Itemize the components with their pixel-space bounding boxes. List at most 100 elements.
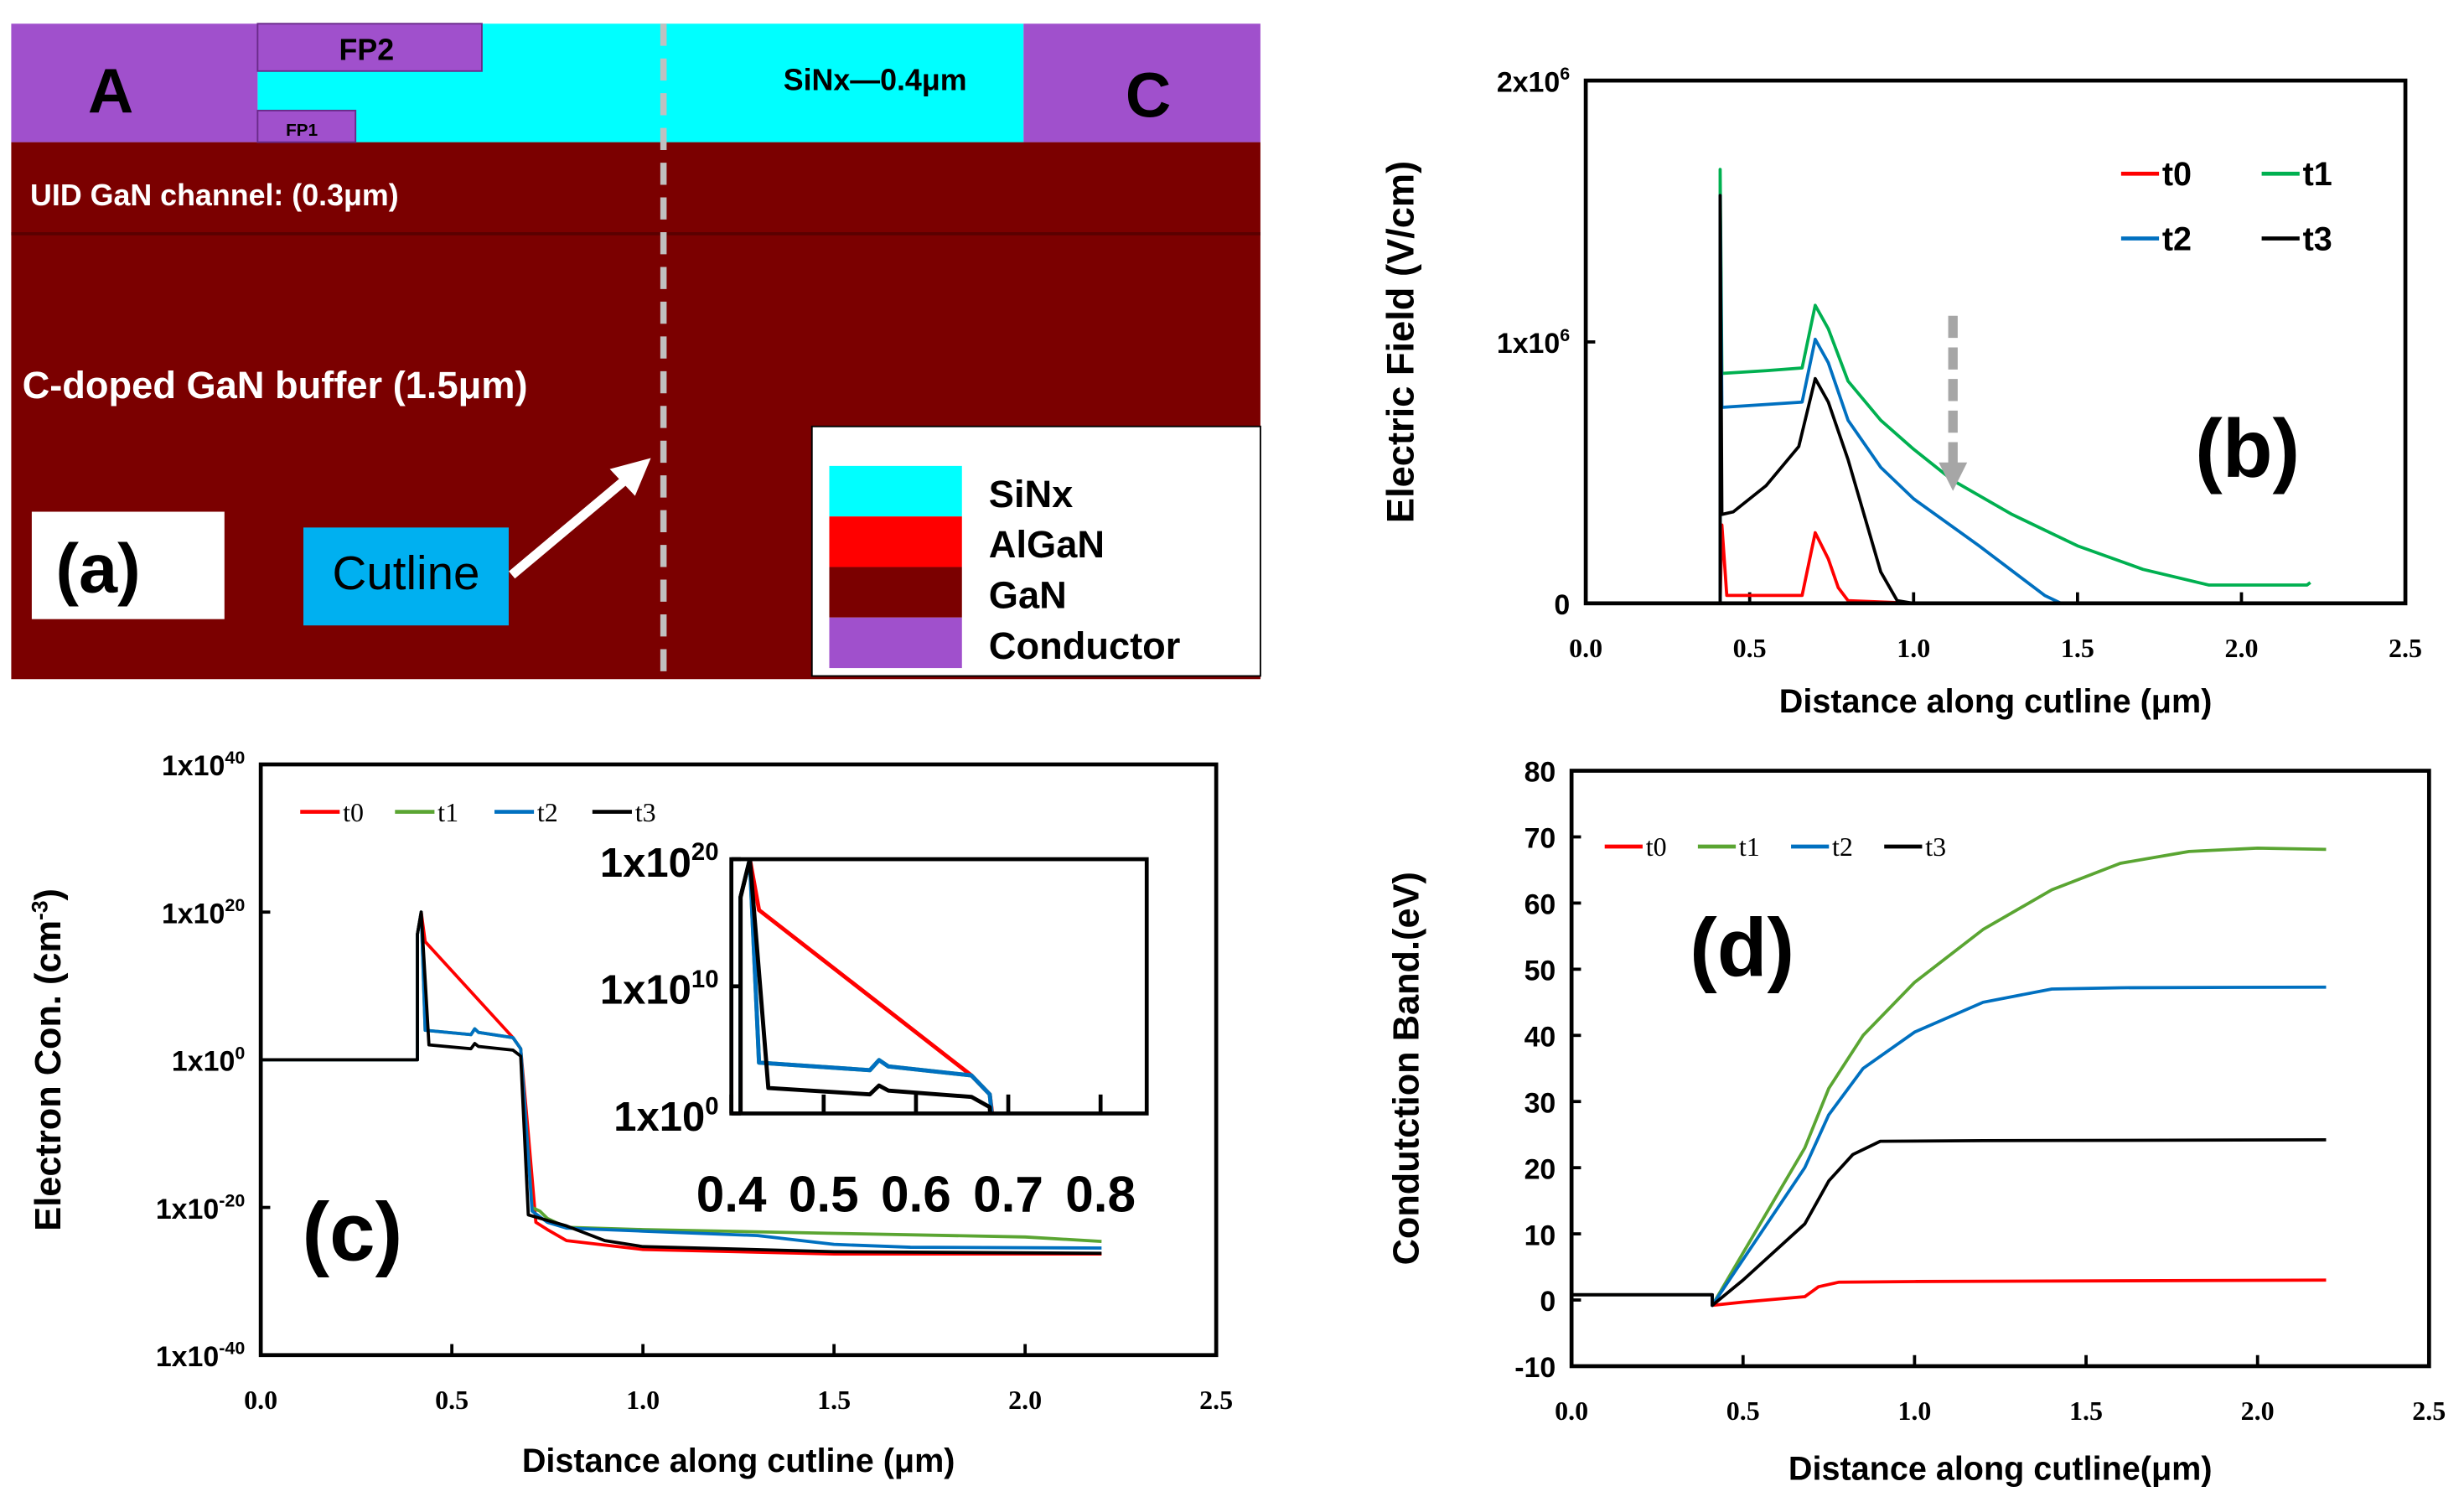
legend-label: t3 <box>635 797 656 827</box>
series-t3 <box>261 910 1102 1256</box>
inset-background <box>731 859 1147 1114</box>
x-tick-label: 0.5 <box>1726 1396 1760 1426</box>
y-tick-label: 1x10-20 <box>156 1190 246 1225</box>
y-tick-label: 1x1020 <box>162 895 245 930</box>
channel-label: UID GaN channel: (0.3μm) <box>30 179 399 212</box>
y-tick-label-base: 1x10 <box>162 898 225 930</box>
x-tick-label: 2.5 <box>2389 633 2422 663</box>
y-tick-label-exponent: -40 <box>219 1339 245 1359</box>
x-tick-label: 0.0 <box>1569 633 1602 663</box>
legend-label: t2 <box>537 797 558 827</box>
y-axis-title: Electric Field (V/cm) <box>1380 161 1422 523</box>
x-axis-title: Distance along cutline (μm) <box>1779 683 2213 720</box>
y-tick-label: 1x1040 <box>162 748 245 782</box>
inset-series-t2 <box>731 859 994 1114</box>
x-tick-label: 0.0 <box>1555 1396 1588 1426</box>
x-tick-label: 2.0 <box>1008 1385 1042 1415</box>
electrode-c-label: C <box>1126 60 1171 130</box>
legend-label-gan: GaN <box>989 573 1067 616</box>
y-tick-label-exponent: -20 <box>219 1190 245 1210</box>
x-tick-label: 1.0 <box>1897 1396 1931 1426</box>
cutline-label: Cutline <box>333 546 480 599</box>
y-axis-title-text: Electric Field (V/cm) <box>1380 161 1422 523</box>
legend-label: t0 <box>2162 156 2192 193</box>
y-tick-label-base: 1x10 <box>1497 328 1560 360</box>
series-t1 <box>1586 168 2311 603</box>
legend-swatch-algan <box>829 516 962 567</box>
series-t3 <box>1586 194 2307 603</box>
fp1-label: FP1 <box>286 121 318 140</box>
inset-y-tick-label: 1x1010 <box>600 966 719 1013</box>
buffer-label: C-doped GaN buffer (1.5μm) <box>23 364 528 407</box>
x-tick-label: 0.5 <box>435 1385 468 1415</box>
legend-item-t0: t0 <box>300 797 364 827</box>
inset-x-tick-label: 0.8 <box>1065 1165 1136 1222</box>
legend-item-t2: t2 <box>494 797 558 827</box>
legend-label: t1 <box>437 797 458 827</box>
field-plate-fp1 <box>256 109 357 143</box>
y-tick-label: 10 <box>1524 1220 1556 1251</box>
legend-label: t3 <box>1925 831 1946 862</box>
inset-series-t1 <box>731 859 994 1114</box>
x-tick-label: 2.0 <box>2241 1396 2275 1426</box>
legend-item-t3: t3 <box>2261 220 2332 257</box>
fp2-label: FP2 <box>339 34 395 67</box>
inset-x-tick-label: 0.4 <box>696 1165 767 1222</box>
panel-d-chart: 0.0 0.5 1.0 1.5 2.0 2.5 80 70 60 50 40 30 20 10 0 -10 Di… <box>1386 757 2446 1488</box>
series-t3 <box>1571 1138 2327 1308</box>
y-tick-label-base: 60 <box>1524 889 1556 921</box>
cutline-arrow-icon <box>509 458 651 579</box>
y-tick-label-base: 50 <box>1524 956 1556 987</box>
legend-item-t2: t2 <box>2120 220 2192 257</box>
y-tick-label-base: 1x10 <box>172 1046 235 1078</box>
inset-y-tick-label-exponent: 0 <box>705 1093 718 1121</box>
x-tick-label: 1.5 <box>817 1385 851 1415</box>
legend-item-t3: t3 <box>1884 831 1946 862</box>
legend-label: t1 <box>2303 156 2332 193</box>
x-axis-title: Distance along cutline(μm) <box>1788 1451 2213 1488</box>
cutline-label-box <box>303 527 509 626</box>
legend-label: t2 <box>2162 220 2192 257</box>
inset-y-tick-label: 1x1020 <box>600 838 719 886</box>
legend-item-t0: t0 <box>1604 831 1667 862</box>
y-tick-label: 2x106 <box>1497 64 1570 98</box>
x-tick-label: 0.5 <box>1733 633 1767 663</box>
inset-x-tick-label: 0.6 <box>881 1165 951 1222</box>
series-t1 <box>1571 847 2327 1308</box>
plot-frame <box>258 762 1219 1358</box>
y-axis-title: Electron Con. (cm-3) <box>28 888 69 1231</box>
x-tick-label: 2.5 <box>1199 1385 1233 1415</box>
y-axis-title-text: Electron Con. (cm <box>28 920 69 1231</box>
legend-label: t0 <box>343 797 364 827</box>
x-tick-label: 1.0 <box>626 1385 660 1415</box>
inset-series-t0 <box>731 859 995 1114</box>
legend-item-t0: t0 <box>2120 156 2192 193</box>
y-tick-label: 1x106 <box>1497 325 1570 360</box>
y-tick-label-exponent: 40 <box>225 748 245 768</box>
legend-label: t0 <box>1646 831 1667 862</box>
y-tick-label-base: 1x10 <box>156 1194 219 1225</box>
legend-swatch-gan <box>829 567 962 618</box>
y-tick-label: 60 <box>1524 889 1556 921</box>
y-tick-label-base: 1x10 <box>156 1341 219 1373</box>
sinx-thickness-label: SiNx—0.4μm <box>784 63 967 96</box>
y-tick-label-base: 20 <box>1524 1153 1556 1185</box>
panel-a-label-box <box>31 511 225 619</box>
legend-item-t3: t3 <box>592 797 656 827</box>
x-tick-label: 1.5 <box>2061 633 2094 663</box>
legend-item-t1: t1 <box>2261 156 2332 193</box>
inset-y-tick-label-exponent: 10 <box>691 966 719 993</box>
legend-item-t1: t1 <box>1697 831 1760 862</box>
y-tick-label: 0 <box>1554 589 1570 621</box>
y-axis-title: Condutction Band.(eV) <box>1386 872 1426 1265</box>
legend-label: t2 <box>1832 831 1853 862</box>
legend-swatch-sinx <box>829 465 962 517</box>
y-tick-label-base: 70 <box>1524 823 1556 855</box>
y-tick-label-base: 10 <box>1524 1220 1556 1251</box>
x-tick-label: 0.0 <box>244 1385 277 1415</box>
plot-frame <box>1583 78 2408 606</box>
field-plate-fp2 <box>256 23 483 72</box>
legend-label: t1 <box>1739 831 1760 862</box>
